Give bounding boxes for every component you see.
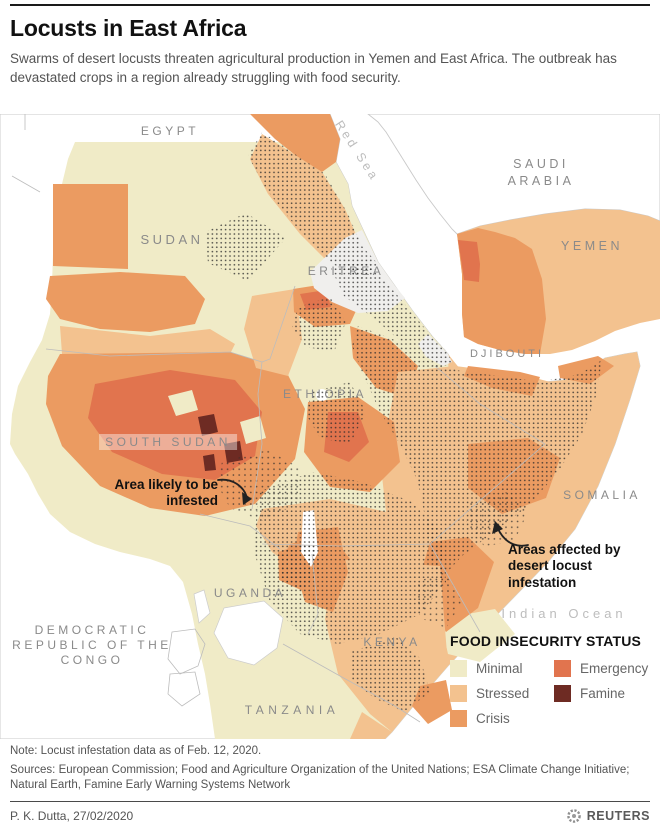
layer-infestation-dots	[205, 132, 602, 712]
region-yemen-emergency	[458, 240, 480, 282]
region-south-sudan-minimal-patch-2	[240, 416, 266, 444]
label-egypt: EGYPT	[140, 124, 200, 138]
dots-ne-uganda	[278, 542, 322, 590]
page-subtitle: Swarms of desert locusts threaten agricu…	[10, 51, 617, 86]
legend-item-crisis: Crisis	[450, 710, 554, 727]
arrowhead-likely-infested	[242, 492, 252, 505]
label-djibouti: DJIBOUTI	[469, 348, 545, 360]
reuters-orb-icon	[566, 808, 581, 823]
page-title: Locusts in East Africa	[10, 15, 247, 41]
label-uganda: UGANDA	[213, 586, 287, 600]
legend-swatch-minimal	[450, 660, 467, 677]
layer-country-borders	[45, 285, 546, 723]
label-tanzania: TANZANIA	[244, 703, 340, 717]
legend-label-emergency: Emergency	[580, 661, 649, 676]
dots-north-somalia-east-ethiopia	[352, 326, 602, 580]
credit-row: P. K. Dutta, 27/02/2020 REUTERS	[10, 808, 650, 824]
legend: FOOD INSECURITY STATUS Minimal Emergency…	[450, 633, 660, 727]
chad-border	[11, 175, 41, 193]
dots-south-ethiopia-north-kenya	[254, 472, 446, 644]
legend-label-minimal: Minimal	[476, 661, 523, 676]
region-famine-patch-2	[224, 441, 243, 463]
border-ethiopia-west	[251, 285, 296, 510]
legend-swatch-emergency	[554, 660, 571, 677]
dots-ne-sudan-coast	[248, 132, 378, 280]
region-sudan-ne-coast-crisis	[250, 114, 340, 172]
dots-eritrea-djibouti-coast	[330, 262, 452, 368]
arrowhead-affected-area	[492, 521, 503, 534]
byline: P. K. Dutta, 27/02/2020	[10, 808, 134, 823]
legend-label-famine: Famine	[580, 686, 626, 701]
lake-victoria	[213, 600, 284, 666]
dots-kenya-coast	[350, 637, 430, 712]
dots-kenya-east	[415, 572, 462, 628]
footer-note: Note: Locust infestation data as of Feb.…	[10, 745, 262, 757]
dots-south-sudan-likely	[217, 450, 300, 521]
label-drc: DEMOCRATIC REPUBLIC OF THE CONGO	[12, 623, 172, 667]
label-somalia: SOMALIA	[563, 488, 641, 502]
footer: Note: Locust infestation data as of Feb.…	[0, 739, 660, 824]
region-famine-patch-1	[198, 414, 218, 436]
top-rule	[10, 4, 650, 6]
legend-item-emergency: Emergency	[554, 660, 660, 677]
border-rwanda	[167, 628, 206, 675]
footer-sources: Sources: European Commission; Food and A…	[10, 763, 630, 792]
layer-annotation-arrows	[217, 478, 529, 547]
border-kenya-tanzania	[282, 643, 421, 723]
label-kenya: KENYA	[363, 635, 421, 649]
dots-ethiopia-highlands-2	[306, 382, 366, 444]
border-burundi	[167, 671, 201, 707]
region-famine-patch-3	[203, 454, 216, 471]
legend-grid: Minimal Emergency Stressed Famine Crisis	[450, 660, 660, 727]
dots-ethiopia-highlands-1	[292, 297, 346, 352]
border-kenya-ethiopia	[261, 543, 431, 547]
dots-central-sudan	[205, 213, 286, 281]
layer-status-regions	[10, 114, 660, 739]
annotation-likely-infested: Area likely to be infested	[114, 477, 218, 509]
label-south-sudan: SOUTH SUDAN	[99, 434, 237, 450]
label-indian-ocean: Indian Ocean	[501, 606, 627, 621]
region-darfur-crisis	[53, 184, 128, 269]
region-south-sudan-emergency	[88, 370, 262, 480]
dots-south-somalia	[466, 492, 528, 546]
lake-albert	[193, 589, 211, 624]
border-sudan-southsudan	[45, 348, 263, 363]
region-tanzania-ne-stressed	[350, 712, 392, 739]
label-ethiopia: ETHIOPIA	[282, 387, 368, 401]
legend-label-stressed: Stressed	[476, 686, 530, 701]
region-south-sudan-minimal-patch-1	[168, 390, 198, 416]
map-graphic	[0, 114, 660, 739]
map-container: EGYPT SUDAN SAUDI ARABIA YEMEN ERITREA D…	[0, 114, 660, 739]
border-uganda-kenya	[307, 553, 319, 635]
legend-swatch-crisis	[450, 710, 467, 727]
label-eritrea: ERITREA	[307, 264, 385, 278]
legend-label-crisis: Crisis	[476, 711, 510, 726]
region-ethiopia-west-stressed	[244, 289, 302, 376]
reuters-wordmark: REUTERS	[586, 808, 650, 823]
label-saudi-arabia: SAUDI ARABIA	[507, 157, 575, 188]
border-ethiopia-somalia	[429, 365, 546, 545]
reuters-logo: REUTERS	[566, 808, 650, 824]
region-sudan-crisis-band	[46, 272, 205, 332]
border-somalia-kenya	[429, 543, 481, 633]
annotation-affected-area: Areas affected by desert locust infestat…	[508, 542, 621, 590]
legend-item-stressed: Stressed	[450, 685, 554, 702]
label-yemen: YEMEN	[561, 239, 623, 253]
legend-item-minimal: Minimal	[450, 660, 554, 677]
label-sudan: SUDAN	[140, 232, 204, 247]
legend-swatch-famine	[554, 685, 571, 702]
border-uganda-southsudan	[199, 513, 281, 550]
legend-title: FOOD INSECURITY STATUS	[450, 633, 642, 649]
legend-swatch-stressed	[450, 685, 467, 702]
footer-rule	[10, 800, 650, 802]
legend-item-famine: Famine	[554, 685, 660, 702]
